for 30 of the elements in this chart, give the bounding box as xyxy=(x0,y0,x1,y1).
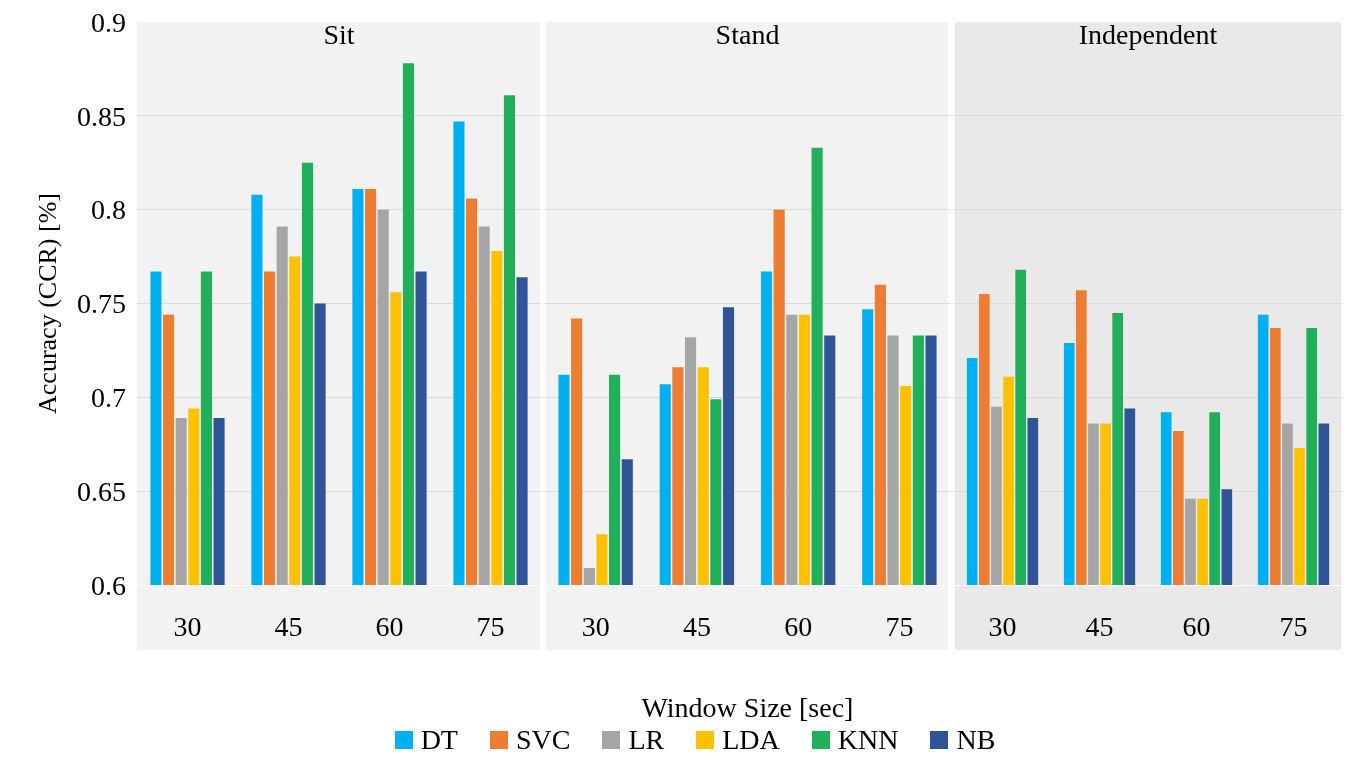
x-tick-label: 30 xyxy=(988,611,1017,642)
y-axis-title: Accuracy (CCR) [%] xyxy=(33,193,63,414)
x-axis-title: Window Size [sec] xyxy=(641,692,854,724)
x-tick-label: 60 xyxy=(1182,611,1211,642)
chart-title: Independent xyxy=(1078,19,1218,51)
legend-label: SVC xyxy=(515,724,571,756)
y-tick-label: 0.7 xyxy=(91,382,126,414)
y-tick-label: 0.6 xyxy=(91,569,126,601)
x-tick-label: 30 xyxy=(173,611,202,642)
legend-label: NB xyxy=(956,724,996,756)
y-tick-label: 0.8 xyxy=(91,194,126,226)
x-tick-label: 45 xyxy=(1085,611,1114,642)
chart-title: Sit xyxy=(323,19,355,51)
y-tick-label: 0.85 xyxy=(77,100,126,132)
legend-label: KNN xyxy=(837,724,899,756)
x-tick-label: 75 xyxy=(885,611,914,642)
x-tick-label: 60 xyxy=(784,611,813,642)
y-tick-label: 0.9 xyxy=(91,6,126,38)
chart-title: Stand xyxy=(715,19,780,51)
x-tick-label: 45 xyxy=(682,611,711,642)
x-tick-label: 30 xyxy=(581,611,610,642)
y-tick-label: 0.65 xyxy=(77,475,126,507)
x-tick-label: 60 xyxy=(375,611,404,642)
legend-label: LDA xyxy=(722,724,780,756)
legend-label: LR xyxy=(628,724,665,756)
legend-label: DT xyxy=(420,724,458,756)
x-tick-label: 45 xyxy=(274,611,303,642)
y-tick-label: 0.75 xyxy=(77,288,126,320)
x-tick-label: 75 xyxy=(1279,611,1308,642)
x-tick-label: 75 xyxy=(476,611,505,642)
